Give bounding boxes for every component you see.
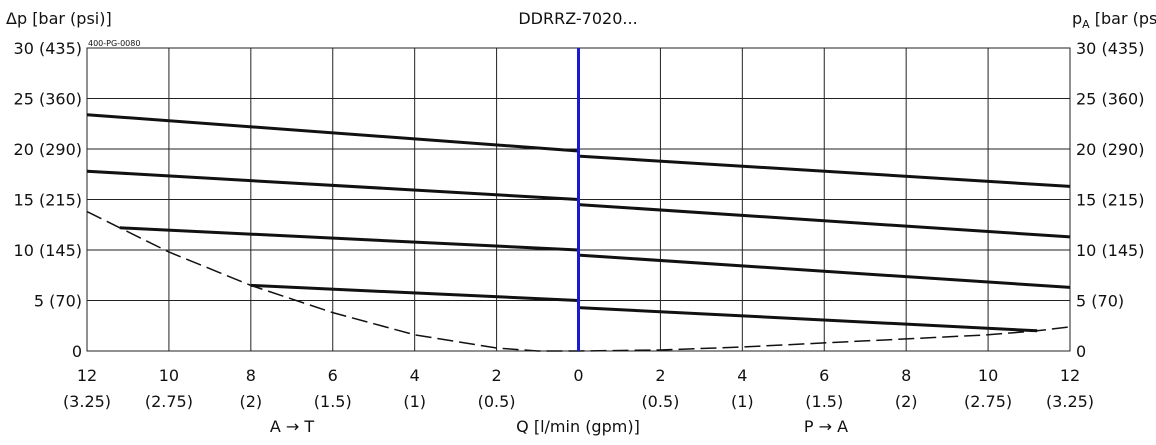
- x-tick-label: 8: [901, 366, 911, 385]
- x-tick-label: 4: [737, 366, 747, 385]
- y-tick-label-right: 20 (290): [1076, 140, 1144, 159]
- series-line-3: [86, 169, 579, 201]
- y-axis-right-label-main: p: [1072, 9, 1082, 28]
- x-tick-sublabel: (2.75): [145, 392, 193, 411]
- x-tick-sublabel: (2): [239, 392, 262, 411]
- x-tick-sublabel: (1.5): [314, 392, 352, 411]
- chart-title: DDRRZ-7020...: [518, 9, 637, 28]
- x-tick-label: 4: [410, 366, 420, 385]
- y-axis-right-label: pA [bar (psi)]: [1072, 9, 1156, 31]
- y-tick-label-left: 15 (215): [14, 191, 82, 210]
- x-tick-label: 2: [655, 366, 665, 385]
- y-tick-label-right: 10 (145): [1076, 241, 1144, 260]
- y-axis-right-label-unit: [bar (psi)]: [1090, 9, 1156, 28]
- x-tick-sublabel: (0.5): [478, 392, 516, 411]
- x-tick-label: 0: [573, 366, 583, 385]
- series-line-6: [578, 253, 1071, 289]
- x-tick-label: 10: [159, 366, 179, 385]
- x-tick-sublabel: (1): [731, 392, 754, 411]
- flow-direction-left: A → T: [270, 417, 315, 436]
- x-tick-sublabel: (0.5): [641, 392, 679, 411]
- y-axis-left-label: Δp [bar (psi)]: [6, 9, 112, 28]
- chart-labels: Δp [bar (psi)] DDRRZ-7020... 400-PG-0080…: [6, 9, 1156, 436]
- chart-series: [86, 48, 1071, 352]
- y-tick-label-left: 20 (290): [14, 140, 82, 159]
- y-tick-label-right: 0: [1076, 342, 1086, 361]
- x-axis-label: Q [l/min (gpm)]: [516, 417, 640, 436]
- x-tick-label: 12: [1060, 366, 1080, 385]
- series-line-1: [86, 113, 579, 153]
- x-tick-sublabel: (3.25): [63, 392, 111, 411]
- series-line-dashed: [86, 210, 1071, 352]
- x-tick-label: 6: [819, 366, 829, 385]
- x-tick-label: 2: [491, 366, 501, 385]
- x-tick-sublabel: (1): [403, 392, 426, 411]
- series-line-7: [250, 283, 579, 302]
- x-tick-sublabel: (2): [895, 392, 918, 411]
- y-tick-label-left: 10 (145): [14, 241, 82, 260]
- x-tick-label: 8: [246, 366, 256, 385]
- y-axis-right-label-sub: A: [1082, 18, 1090, 31]
- y-tick-label-right: 15 (215): [1076, 191, 1144, 210]
- x-tick-sublabel: (3.25): [1046, 392, 1094, 411]
- y-tick-label-left: 0: [72, 342, 82, 361]
- flow-direction-right: P → A: [804, 417, 848, 436]
- y-tick-label-left: 25 (360): [14, 90, 82, 109]
- series-line-4: [578, 203, 1071, 239]
- series-line-5: [119, 226, 579, 252]
- x-tick-label: 12: [77, 366, 97, 385]
- x-tick-sublabel: (2.75): [964, 392, 1012, 411]
- x-tick-label: 6: [328, 366, 338, 385]
- y-tick-label-right: 25 (360): [1076, 90, 1144, 109]
- chart-code: 400-PG-0080: [88, 39, 140, 48]
- y-tick-label-left: 30 (435): [14, 39, 82, 58]
- x-tick-label: 10: [978, 366, 998, 385]
- series-line-2: [578, 154, 1071, 188]
- y-tick-label-right: 30 (435): [1076, 39, 1144, 58]
- y-tick-label-right: 5 (70): [1076, 292, 1124, 311]
- y-tick-label-left: 5 (70): [34, 292, 82, 311]
- chart-ticks: 12 (3.25) 10 (2.75) 8 (2) 6 (1.5) 4 (1) 2 (0.5) 0 2 (0…: [14, 39, 1145, 411]
- x-tick-sublabel: (1.5): [805, 392, 843, 411]
- series-line-8: [578, 306, 1038, 333]
